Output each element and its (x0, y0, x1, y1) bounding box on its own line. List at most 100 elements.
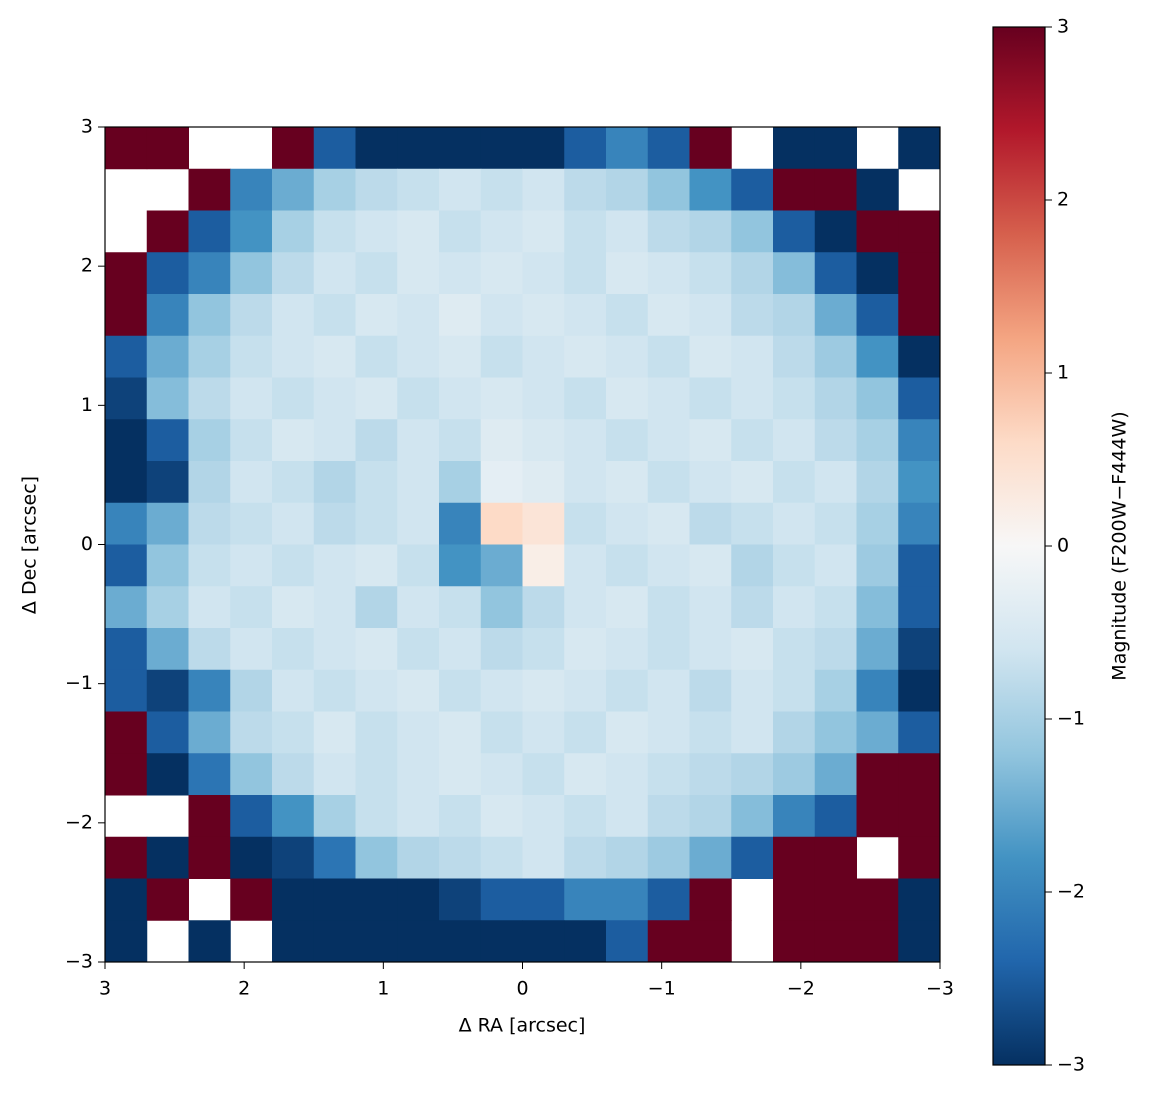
cell (146, 461, 189, 504)
cell (606, 753, 649, 796)
cell (564, 252, 607, 295)
cell (439, 377, 482, 420)
x-tick-label: 1 (377, 978, 389, 1000)
cell (355, 669, 398, 712)
cell (647, 795, 690, 838)
cell (647, 210, 690, 253)
cell (105, 628, 148, 671)
cell (313, 335, 356, 378)
cell (731, 836, 774, 879)
cell (689, 168, 732, 211)
cell (188, 252, 231, 295)
cell (313, 294, 356, 337)
colorbar-tick-label: −1 (1057, 708, 1085, 730)
cell (773, 586, 816, 629)
cell (773, 210, 816, 253)
cell (105, 711, 148, 754)
cell (731, 586, 774, 629)
cell (898, 127, 941, 170)
cell (188, 920, 231, 963)
y-tick-label: −2 (65, 811, 93, 833)
cell (898, 878, 941, 921)
cell (606, 502, 649, 545)
cell (230, 628, 273, 671)
cell (355, 461, 398, 504)
cell (647, 878, 690, 921)
cell (689, 210, 732, 253)
cell (647, 419, 690, 462)
cell (814, 419, 857, 462)
cell (105, 878, 148, 921)
colorbar-label: Magnitude (F200W−F444W) (1109, 411, 1131, 680)
cell (564, 544, 607, 587)
cell (439, 461, 482, 504)
cell (898, 210, 941, 253)
cell (814, 168, 857, 211)
cell (146, 252, 189, 295)
cell (313, 878, 356, 921)
cell (814, 502, 857, 545)
cell (898, 669, 941, 712)
cell (856, 878, 899, 921)
cell (773, 628, 816, 671)
cell (689, 294, 732, 337)
cell (773, 168, 816, 211)
cell (689, 502, 732, 545)
cell (856, 461, 899, 504)
cell (856, 586, 899, 629)
cell (689, 419, 732, 462)
cell (439, 127, 482, 170)
cell (814, 127, 857, 170)
cell (397, 711, 440, 754)
cell (272, 544, 315, 587)
cell (105, 377, 148, 420)
cell (397, 168, 440, 211)
y-axis-label: Δ Dec [arcsec] (19, 476, 41, 614)
cell (522, 461, 565, 504)
cell (397, 252, 440, 295)
cell (689, 127, 732, 170)
cell (230, 544, 273, 587)
cell (146, 836, 189, 879)
cell (480, 544, 523, 587)
cell (272, 628, 315, 671)
cell (146, 210, 189, 253)
cell (188, 335, 231, 378)
cell (105, 836, 148, 879)
cell (313, 168, 356, 211)
cell (689, 753, 732, 796)
cell (522, 294, 565, 337)
cell (230, 753, 273, 796)
cell (313, 711, 356, 754)
cell (564, 920, 607, 963)
y-tick-label: −1 (65, 672, 93, 694)
cell (188, 461, 231, 504)
cell (230, 294, 273, 337)
cell (689, 878, 732, 921)
cell (689, 836, 732, 879)
cell (731, 294, 774, 337)
cell (105, 294, 148, 337)
cell (773, 252, 816, 295)
cell (773, 836, 816, 879)
cell (647, 168, 690, 211)
cell (773, 920, 816, 963)
cell (773, 377, 816, 420)
cell (606, 377, 649, 420)
cell (272, 920, 315, 963)
cell (105, 920, 148, 963)
cell (898, 836, 941, 879)
cell (355, 836, 398, 879)
cell (188, 168, 231, 211)
cell (606, 544, 649, 587)
y-tick-label: 0 (81, 533, 93, 555)
cell (606, 628, 649, 671)
cell (898, 335, 941, 378)
cell (731, 419, 774, 462)
x-tick-label: 3 (99, 978, 111, 1000)
colorbar-tick-label: 1 (1057, 362, 1069, 384)
cell (856, 544, 899, 587)
cell (397, 377, 440, 420)
cell (480, 294, 523, 337)
colorbar (992, 26, 1046, 1066)
